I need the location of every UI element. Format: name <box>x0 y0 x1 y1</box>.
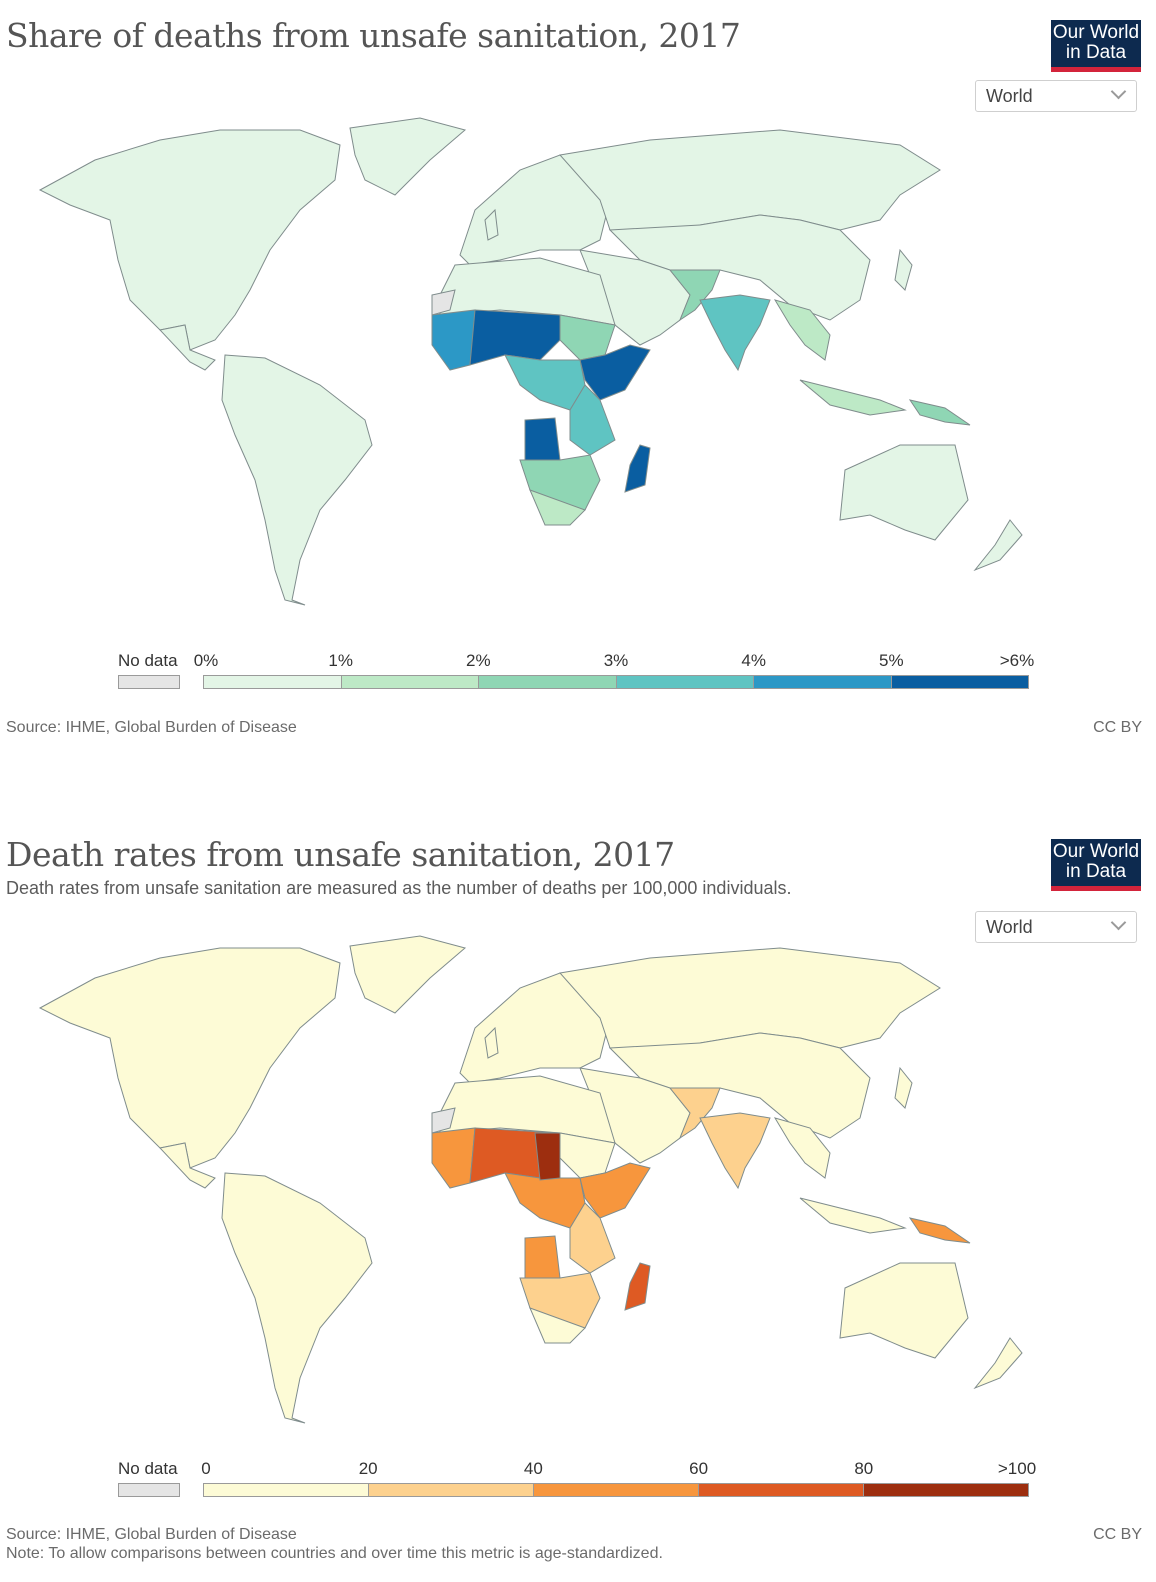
country-south-africa[interactable] <box>529 489 586 526</box>
country-central-america[interactable] <box>159 324 216 371</box>
country-europe[interactable] <box>459 972 611 1084</box>
legend-bin[interactable] <box>479 676 617 688</box>
country-horn[interactable] <box>579 344 651 401</box>
share-of-deaths-chart: Share of deaths from unsafe sanitation, … <box>0 0 1156 760</box>
country-western-sahara[interactable] <box>431 1107 456 1134</box>
country-se-asia[interactable] <box>773 1117 831 1179</box>
country-west-africa[interactable] <box>431 309 476 371</box>
country-madagascar[interactable] <box>624 444 651 493</box>
license-link[interactable]: CC BY <box>1093 1526 1142 1543</box>
country-horn[interactable] <box>579 1162 651 1219</box>
legend-bin[interactable] <box>341 676 479 688</box>
country-japan[interactable] <box>894 1066 913 1109</box>
legend-bin[interactable] <box>616 676 754 688</box>
country-drc[interactable] <box>524 417 561 461</box>
country-south-africa[interactable] <box>529 1307 586 1344</box>
region-select[interactable]: World <box>975 911 1137 943</box>
legend-tick-label: 20 <box>358 1459 378 1478</box>
chevron-down-icon <box>1110 83 1127 100</box>
country-uk[interactable] <box>484 1026 499 1059</box>
country-new-zealand[interactable] <box>973 1337 1023 1390</box>
map-svg[interactable] <box>0 100 1156 740</box>
legend-bin[interactable] <box>204 1484 369 1496</box>
owid-logo[interactable]: Our World in Data <box>1051 839 1141 891</box>
logo-line-2: in Data <box>1065 42 1127 63</box>
legend-bin[interactable] <box>754 676 892 688</box>
legend-tick-label: 4% <box>741 651 766 670</box>
region-select[interactable]: World <box>975 80 1137 112</box>
country-north-america[interactable] <box>38 947 341 1169</box>
country-pakistan[interactable] <box>668 1087 721 1140</box>
legend-bin[interactable] <box>699 1484 864 1496</box>
country-central-africa[interactable] <box>504 354 586 411</box>
legend-bin[interactable] <box>534 1484 699 1496</box>
owid-logo[interactable]: Our World in Data <box>1051 20 1141 72</box>
legend-tick-label: 1% <box>328 651 353 670</box>
world-map[interactable] <box>0 100 1156 740</box>
legend-bin[interactable] <box>891 676 1028 688</box>
country-western-sahara[interactable] <box>431 289 456 316</box>
legend-bin[interactable] <box>864 1484 1028 1496</box>
region-select-value: World <box>986 86 1033 106</box>
chart-subtitle: Death rates from unsafe sanitation are m… <box>6 878 792 898</box>
country-australia[interactable] <box>839 1262 969 1359</box>
country-png[interactable] <box>908 1217 971 1244</box>
country-india[interactable] <box>699 1112 771 1190</box>
chart-title: Share of deaths from unsafe sanitation, … <box>6 16 741 55</box>
legend-tick-label: >100 <box>997 1459 1037 1478</box>
country-png[interactable] <box>908 399 971 426</box>
color-legend <box>203 675 1029 689</box>
country-greenland[interactable] <box>349 117 467 196</box>
country-west-africa[interactable] <box>431 1127 476 1189</box>
note-text: Note: To allow comparisons between count… <box>6 1545 663 1562</box>
world-map[interactable] <box>0 918 1156 1558</box>
legend-tick-label: 40 <box>523 1459 543 1478</box>
country-se-asia[interactable] <box>773 299 831 361</box>
country-pakistan[interactable] <box>668 269 721 322</box>
legend-tick-label: 80 <box>854 1459 874 1478</box>
no-data-swatch <box>118 1483 180 1497</box>
country-madagascar[interactable] <box>624 1262 651 1311</box>
country-south-america[interactable] <box>221 354 373 606</box>
legend-tick-label: 0% <box>193 651 219 670</box>
country-japan[interactable] <box>894 248 913 291</box>
country-central-america[interactable] <box>159 1142 216 1189</box>
death-rates-chart: Death rates from unsafe sanitation, 2017… <box>0 826 1156 1582</box>
map-svg[interactable] <box>0 918 1156 1558</box>
country-new-zealand[interactable] <box>973 519 1023 572</box>
legend-bin[interactable] <box>204 676 342 688</box>
country-chad[interactable] <box>534 1132 561 1181</box>
logo-line-2: in Data <box>1065 861 1127 882</box>
legend-tick-label: 0 <box>201 1459 211 1478</box>
country-south-america[interactable] <box>221 1172 373 1424</box>
legend-bin[interactable] <box>369 1484 534 1496</box>
license-link[interactable]: CC BY <box>1093 719 1142 736</box>
region-select-value: World <box>986 917 1033 937</box>
no-data-label: No data <box>118 1459 178 1478</box>
country-indonesia[interactable] <box>799 379 907 416</box>
country-drc[interactable] <box>524 1235 561 1279</box>
country-greenland[interactable] <box>349 935 467 1014</box>
legend-tick-label: 3% <box>603 651 629 670</box>
legend-tick-label: 5% <box>879 651 904 670</box>
country-europe[interactable] <box>459 154 611 266</box>
source-text: Source: IHME, Global Burden of Disease <box>6 719 297 736</box>
logo-line-1: Our World <box>1052 841 1140 862</box>
logo-line-1: Our World <box>1052 22 1140 43</box>
country-central-africa[interactable] <box>504 1172 586 1229</box>
country-australia[interactable] <box>839 444 969 541</box>
no-data-swatch <box>118 675 180 689</box>
source-text: Source: IHME, Global Burden of Disease <box>6 1526 297 1543</box>
legend-tick-label: 2% <box>466 651 491 670</box>
legend-tick-label: 60 <box>689 1459 709 1478</box>
legend-tick-label: >6% <box>999 651 1035 670</box>
country-north-america[interactable] <box>38 129 341 351</box>
country-uk[interactable] <box>484 208 499 241</box>
country-indonesia[interactable] <box>799 1197 907 1234</box>
country-india[interactable] <box>699 294 771 372</box>
color-legend <box>203 1483 1029 1497</box>
chart-title: Death rates from unsafe sanitation, 2017 <box>6 835 675 874</box>
no-data-label: No data <box>118 651 178 670</box>
